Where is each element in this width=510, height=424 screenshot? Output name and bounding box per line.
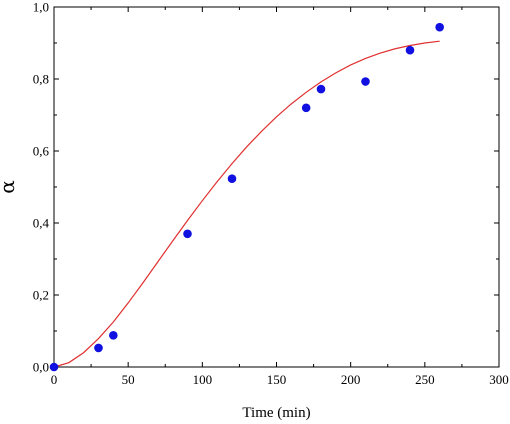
y-tick-label: 0,4 bbox=[33, 216, 50, 231]
x-tick-label: 100 bbox=[193, 372, 213, 387]
data-point bbox=[435, 22, 444, 32]
data-point bbox=[301, 103, 311, 113]
data-point bbox=[94, 343, 103, 353]
y-tick-label: 0,0 bbox=[33, 360, 49, 375]
data-point bbox=[361, 77, 370, 86]
data-point bbox=[316, 84, 326, 94]
x-tick-label: 50 bbox=[122, 372, 135, 387]
y-axis-title: α bbox=[0, 180, 19, 194]
y-axis-ticks: 0,0 0,2 0,4 0,6 0,8 1,0 bbox=[33, 0, 499, 375]
y-tick-label: 1,0 bbox=[33, 0, 49, 15]
x-tick-label: 0 bbox=[51, 372, 58, 387]
x-tick-label: 250 bbox=[415, 372, 435, 387]
data-point bbox=[49, 362, 59, 372]
x-tick-label: 150 bbox=[267, 372, 287, 387]
fit-curve bbox=[53, 40, 440, 368]
y-tick-label: 0,8 bbox=[33, 72, 49, 87]
x-axis-ticks: 0 50 100 150 200 250 300 bbox=[51, 7, 509, 387]
x-tick-label: 200 bbox=[341, 372, 361, 387]
data-point bbox=[109, 331, 118, 340]
y-tick-label: 0,6 bbox=[33, 144, 50, 159]
series-layer bbox=[49, 22, 444, 372]
data-point bbox=[183, 229, 192, 239]
data-point bbox=[227, 174, 237, 184]
x-axis-title: Time (min) bbox=[242, 405, 310, 421]
y-tick-label: 0,2 bbox=[33, 288, 49, 303]
data-point bbox=[405, 45, 415, 55]
x-tick-label: 300 bbox=[489, 372, 509, 387]
